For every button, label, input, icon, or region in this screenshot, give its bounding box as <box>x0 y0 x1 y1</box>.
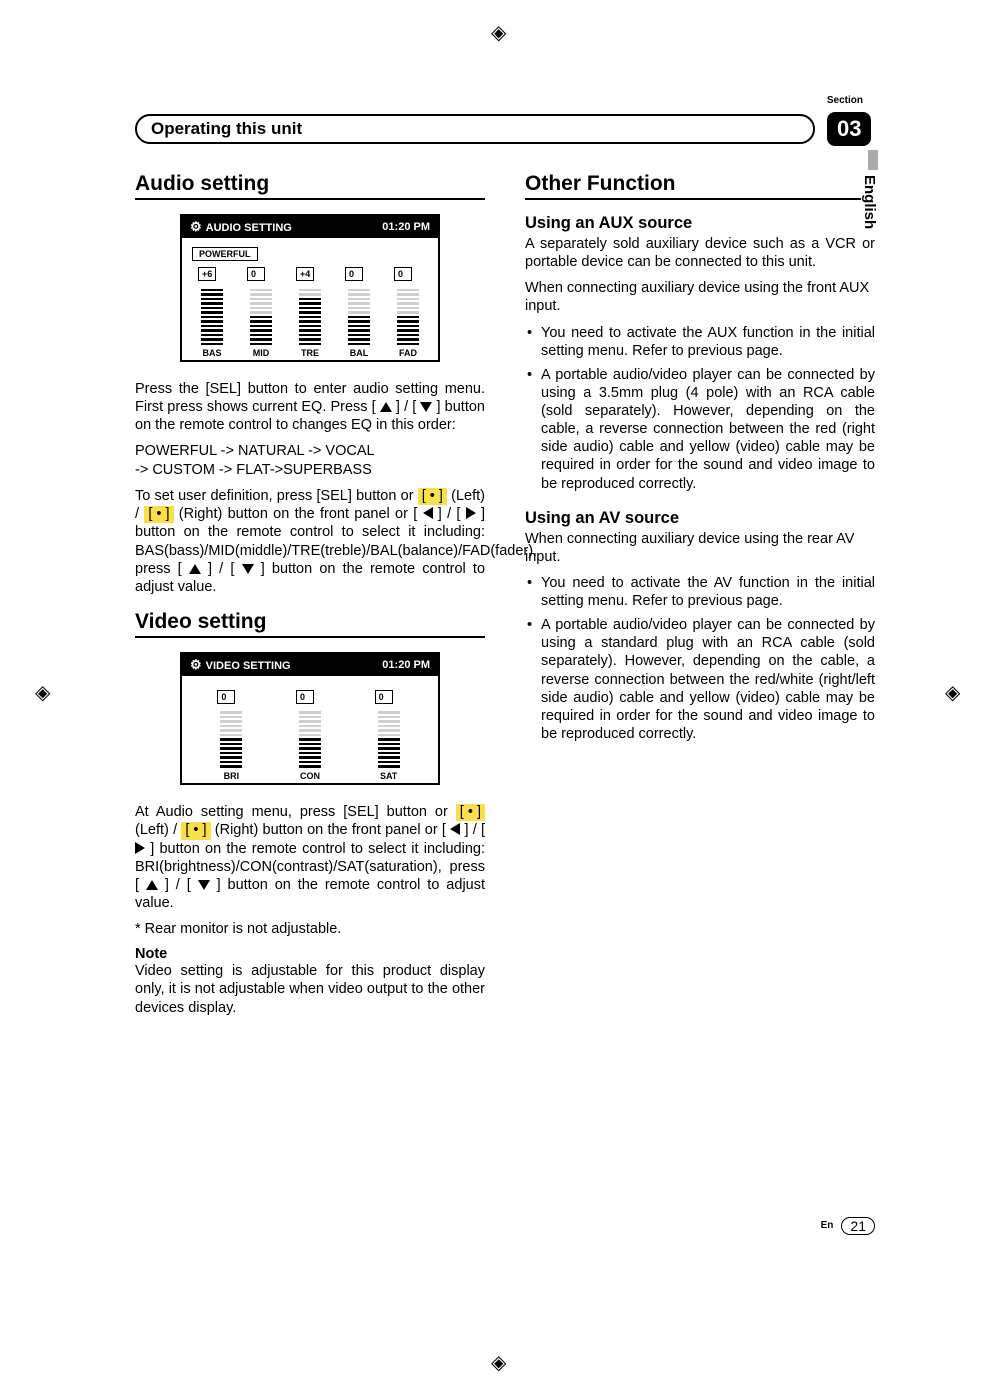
aux-paragraph-2: When connecting auxiliary device using t… <box>525 279 875 315</box>
av-paragraph-1: When connecting auxiliary device using t… <box>525 530 875 566</box>
up-icon <box>146 880 158 890</box>
up-icon <box>189 564 201 574</box>
slider-bri: 0 BRI <box>211 690 251 781</box>
audio-panel-title: AUDIO SETTING <box>206 222 292 234</box>
slider-bas: +6 BAS <box>192 267 232 358</box>
video-instructions: At Audio setting menu, press [SEL] butto… <box>135 803 485 912</box>
video-panel-title: VIDEO SETTING <box>206 660 291 672</box>
slider-label: TRE <box>301 348 319 358</box>
language-tab: English <box>861 175 878 229</box>
av-bullet-1: You need to activate the AV function in … <box>525 574 875 610</box>
slider-value: +6 <box>198 267 216 281</box>
slider-value: +4 <box>296 267 314 281</box>
dot-left-button: [ • ] <box>418 488 447 505</box>
right-icon <box>135 842 145 854</box>
dot-right-button: [ • ] <box>144 506 173 523</box>
slider-mid: 0 MID <box>241 267 281 358</box>
footer-lang: En <box>821 1220 834 1231</box>
registration-mark: ◈ <box>945 680 960 705</box>
left-column: Audio setting ⚙ AUDIO SETTING 01:20 PM PO… <box>135 172 485 1025</box>
header-pill: Operating this unit <box>135 114 815 144</box>
right-column: Other Function Using an AUX source A sep… <box>525 172 875 1025</box>
av-source-title: Using an AV source <box>525 509 875 528</box>
gear-icon: ⚙ <box>190 219 202 234</box>
video-panel-clock: 01:20 PM <box>382 659 430 671</box>
slider-track <box>201 283 223 345</box>
registration-mark: ◈ <box>491 1350 506 1375</box>
slider-value: 0 <box>345 267 363 281</box>
audio-instructions-2: To set user definition, press [SEL] butt… <box>135 487 485 596</box>
registration-mark: ◈ <box>491 20 506 45</box>
aux-bullet-list: You need to activate the AUX function in… <box>525 324 875 493</box>
slider-tre: +4 TRE <box>290 267 330 358</box>
slider-con: 0 CON <box>290 690 330 781</box>
page-number: 21 <box>841 1217 875 1235</box>
eq-order-1: POWERFUL -> NATURAL -> VOCAL <box>135 442 485 460</box>
language-tab-stub <box>868 150 878 170</box>
slider-value: 0 <box>217 690 235 704</box>
slider-label: BAL <box>350 348 369 358</box>
audio-setting-panel: ⚙ AUDIO SETTING 01:20 PM POWERFUL +6 BAS 0 M… <box>180 214 440 362</box>
note-heading: Note <box>135 946 485 962</box>
slider-label: FAD <box>399 348 417 358</box>
dot-right-button: [ • ] <box>181 822 210 839</box>
section-number-badge: 03 <box>827 112 871 146</box>
slider-track <box>220 706 242 768</box>
slider-value: 0 <box>394 267 412 281</box>
av-bullet-2: A portable audio/video player can be con… <box>525 616 875 743</box>
page-footer: En 21 <box>821 1217 875 1235</box>
dot-left-button: [ • ] <box>456 804 485 821</box>
slider-track <box>299 706 321 768</box>
slider-label: MID <box>253 348 270 358</box>
slider-sat: 0 SAT <box>369 690 409 781</box>
video-setting-title: Video setting <box>135 610 485 638</box>
slider-value: 0 <box>296 690 314 704</box>
slider-label: SAT <box>380 771 397 781</box>
slider-bal: 0 BAL <box>339 267 379 358</box>
section-label: Section <box>827 95 863 106</box>
aux-bullet-2: A portable audio/video player can be con… <box>525 366 875 493</box>
up-icon <box>380 402 392 412</box>
page-content: Section Operating this unit 03 English A… <box>135 95 875 1025</box>
right-icon <box>466 507 476 519</box>
section-indicator: Section <box>135 95 875 106</box>
audio-panel-clock: 01:20 PM <box>382 221 430 233</box>
aux-bullet-1: You need to activate the AUX function in… <box>525 324 875 360</box>
registration-mark: ◈ <box>35 680 50 705</box>
video-setting-panel: ⚙ VIDEO SETTING 01:20 PM 0 BRI 0 CON 0 SAT <box>180 652 440 785</box>
rear-monitor-note: * Rear monitor is not adjustable. <box>135 920 485 938</box>
down-icon <box>242 564 254 574</box>
slider-track <box>397 283 419 345</box>
header-title: Operating this unit <box>151 119 302 139</box>
av-bullet-list: You need to activate the AV function in … <box>525 574 875 743</box>
slider-label: BAS <box>202 348 221 358</box>
down-icon <box>198 880 210 890</box>
other-function-title: Other Function <box>525 172 875 200</box>
left-icon <box>423 507 433 519</box>
slider-fad: 0 FAD <box>388 267 428 358</box>
audio-instructions-1: Press the [SEL] button to enter audio se… <box>135 380 485 434</box>
slider-label: BRI <box>224 771 240 781</box>
slider-label: CON <box>300 771 320 781</box>
slider-track <box>250 283 272 345</box>
left-icon <box>450 823 460 835</box>
note-text: Video setting is adjustable for this pro… <box>135 962 485 1016</box>
slider-track <box>378 706 400 768</box>
slider-track <box>348 283 370 345</box>
aux-source-title: Using an AUX source <box>525 214 875 233</box>
aux-paragraph-1: A separately sold auxiliary device such … <box>525 235 875 271</box>
eq-preset: POWERFUL <box>192 247 258 261</box>
slider-value: 0 <box>375 690 393 704</box>
audio-setting-title: Audio setting <box>135 172 485 200</box>
slider-value: 0 <box>247 267 265 281</box>
slider-track <box>299 283 321 345</box>
eq-order-2: -> CUSTOM -> FLAT->SUPERBASS <box>135 461 485 479</box>
gear-icon: ⚙ <box>190 657 202 672</box>
down-icon <box>420 402 432 412</box>
